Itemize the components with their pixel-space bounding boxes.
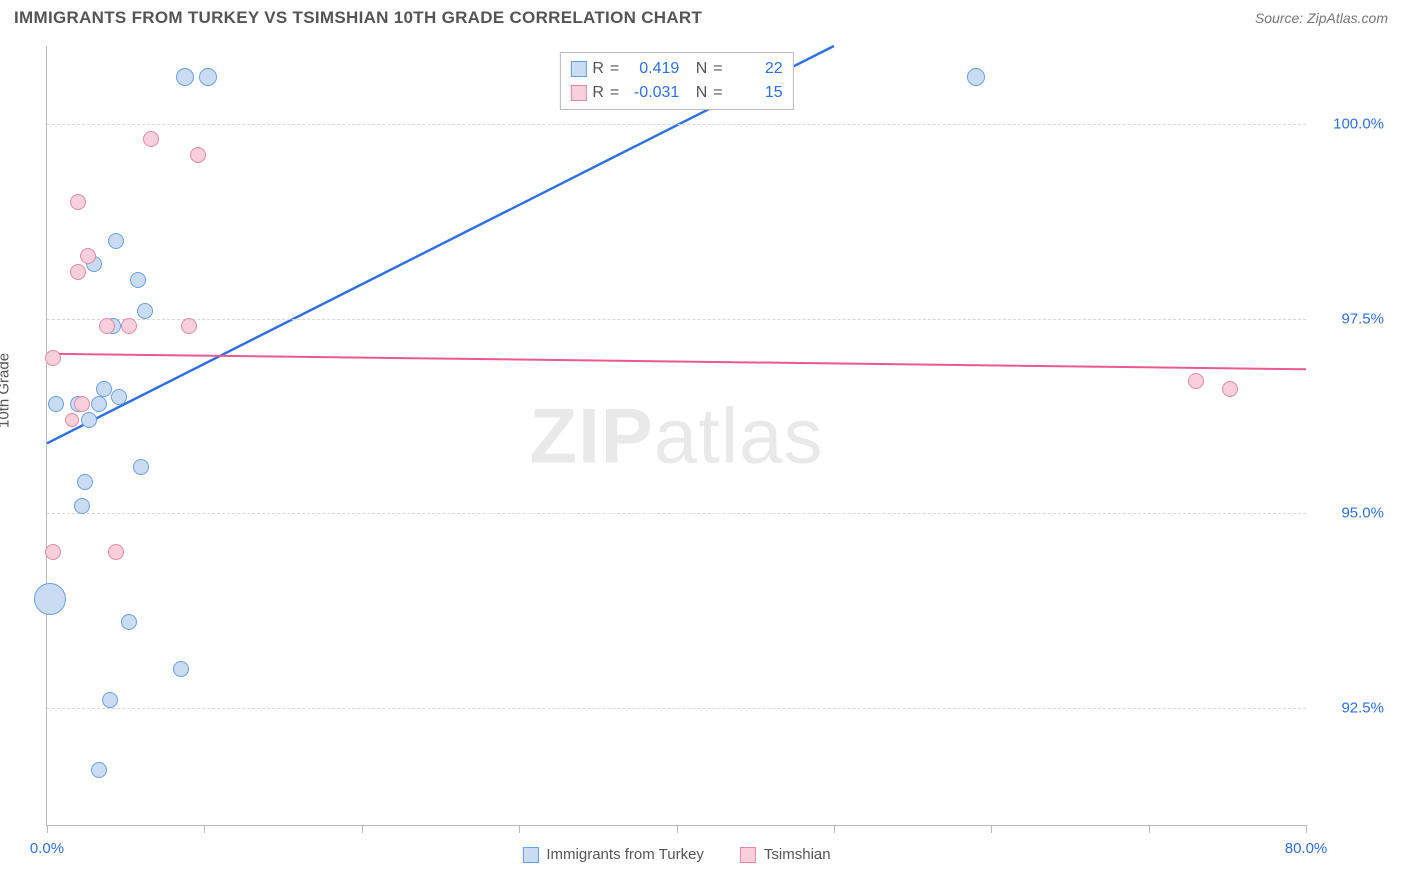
- x-tick: [47, 825, 48, 833]
- data-point: [1188, 373, 1204, 389]
- data-point: [70, 194, 86, 210]
- x-tick: [677, 825, 678, 833]
- data-point: [80, 248, 96, 264]
- data-point: [74, 498, 90, 514]
- data-point: [176, 68, 194, 86]
- chart-source: Source: ZipAtlas.com: [1255, 10, 1388, 26]
- data-point: [45, 350, 61, 366]
- legend-swatch-2: [740, 847, 756, 863]
- data-point: [99, 318, 115, 334]
- stat-swatch-1: [570, 61, 586, 77]
- plot-area: ZIPatlas R = 0.419 N = 22 R = -0.031 N: [46, 46, 1306, 826]
- x-tick: [519, 825, 520, 833]
- x-tick: [204, 825, 205, 833]
- x-tick: [834, 825, 835, 833]
- legend-item-2: Tsimshian: [740, 846, 831, 863]
- data-point: [133, 459, 149, 475]
- source-name: ZipAtlas.com: [1307, 10, 1388, 26]
- grid-line: [47, 124, 1306, 125]
- y-tick-label: 100.0%: [1314, 115, 1384, 132]
- x-tick: [362, 825, 363, 833]
- data-point: [34, 583, 66, 615]
- stat-eq: =: [610, 81, 619, 105]
- y-tick-label: 92.5%: [1314, 700, 1384, 717]
- stat-n-label: N: [696, 57, 708, 81]
- data-point: [181, 318, 197, 334]
- stat-row-series-1: R = 0.419 N = 22: [570, 57, 782, 81]
- data-point: [48, 396, 64, 412]
- stat-swatch-2: [570, 85, 586, 101]
- stat-r-label: R: [592, 57, 604, 81]
- data-point: [121, 318, 137, 334]
- data-point: [130, 272, 146, 288]
- data-point: [111, 389, 127, 405]
- stat-n-value-2: 15: [729, 81, 783, 105]
- stat-eq: =: [713, 81, 722, 105]
- stat-eq: =: [610, 57, 619, 81]
- stat-legend: R = 0.419 N = 22 R = -0.031 N = 15: [559, 52, 793, 110]
- watermark: ZIPatlas: [529, 390, 823, 481]
- x-tick-label: 0.0%: [30, 840, 64, 857]
- stat-n-label: N: [696, 81, 708, 105]
- data-point: [199, 68, 217, 86]
- data-point: [1222, 381, 1238, 397]
- grid-line: [47, 708, 1306, 709]
- source-prefix: Source:: [1255, 10, 1307, 26]
- data-point: [121, 614, 137, 630]
- legend-swatch-1: [522, 847, 538, 863]
- chart-header: IMMIGRANTS FROM TURKEY VS TSIMSHIAN 10TH…: [0, 0, 1406, 32]
- data-point: [967, 68, 985, 86]
- data-point: [143, 131, 159, 147]
- data-point: [96, 381, 112, 397]
- data-point: [137, 303, 153, 319]
- x-tick: [991, 825, 992, 833]
- data-point: [81, 412, 97, 428]
- grid-line: [47, 513, 1306, 514]
- legend-label-2: Tsimshian: [764, 846, 831, 863]
- chart: 10th Grade ZIPatlas R = 0.419 N = 22 R =…: [14, 40, 1388, 874]
- stat-eq: =: [713, 57, 722, 81]
- data-point: [91, 396, 107, 412]
- data-point: [45, 544, 61, 560]
- data-point: [173, 661, 189, 677]
- data-point: [70, 264, 86, 280]
- bottom-legend: Immigrants from Turkey Tsimshian: [522, 846, 830, 863]
- x-tick: [1149, 825, 1150, 833]
- watermark-bold: ZIP: [529, 391, 653, 479]
- data-point: [77, 474, 93, 490]
- stat-row-series-2: R = -0.031 N = 15: [570, 81, 782, 105]
- legend-label-1: Immigrants from Turkey: [546, 846, 704, 863]
- y-tick-label: 95.0%: [1314, 505, 1384, 522]
- chart-title: IMMIGRANTS FROM TURKEY VS TSIMSHIAN 10TH…: [14, 8, 702, 28]
- data-point: [108, 233, 124, 249]
- stat-r-value-1: 0.419: [625, 57, 679, 81]
- y-axis-label: 10th Grade: [0, 353, 13, 428]
- data-point: [108, 544, 124, 560]
- data-point: [74, 396, 90, 412]
- stat-r-value-2: -0.031: [625, 81, 679, 105]
- stat-n-value-1: 22: [729, 57, 783, 81]
- x-tick-label: 80.0%: [1285, 840, 1328, 857]
- legend-item-1: Immigrants from Turkey: [522, 846, 704, 863]
- data-point: [190, 147, 206, 163]
- grid-line: [47, 319, 1306, 320]
- y-tick-label: 97.5%: [1314, 310, 1384, 327]
- stat-r-label: R: [592, 81, 604, 105]
- data-point: [65, 413, 79, 427]
- data-point: [102, 692, 118, 708]
- data-point: [91, 762, 107, 778]
- watermark-rest: atlas: [654, 391, 824, 479]
- x-tick: [1306, 825, 1307, 833]
- regression-line: [47, 354, 1306, 370]
